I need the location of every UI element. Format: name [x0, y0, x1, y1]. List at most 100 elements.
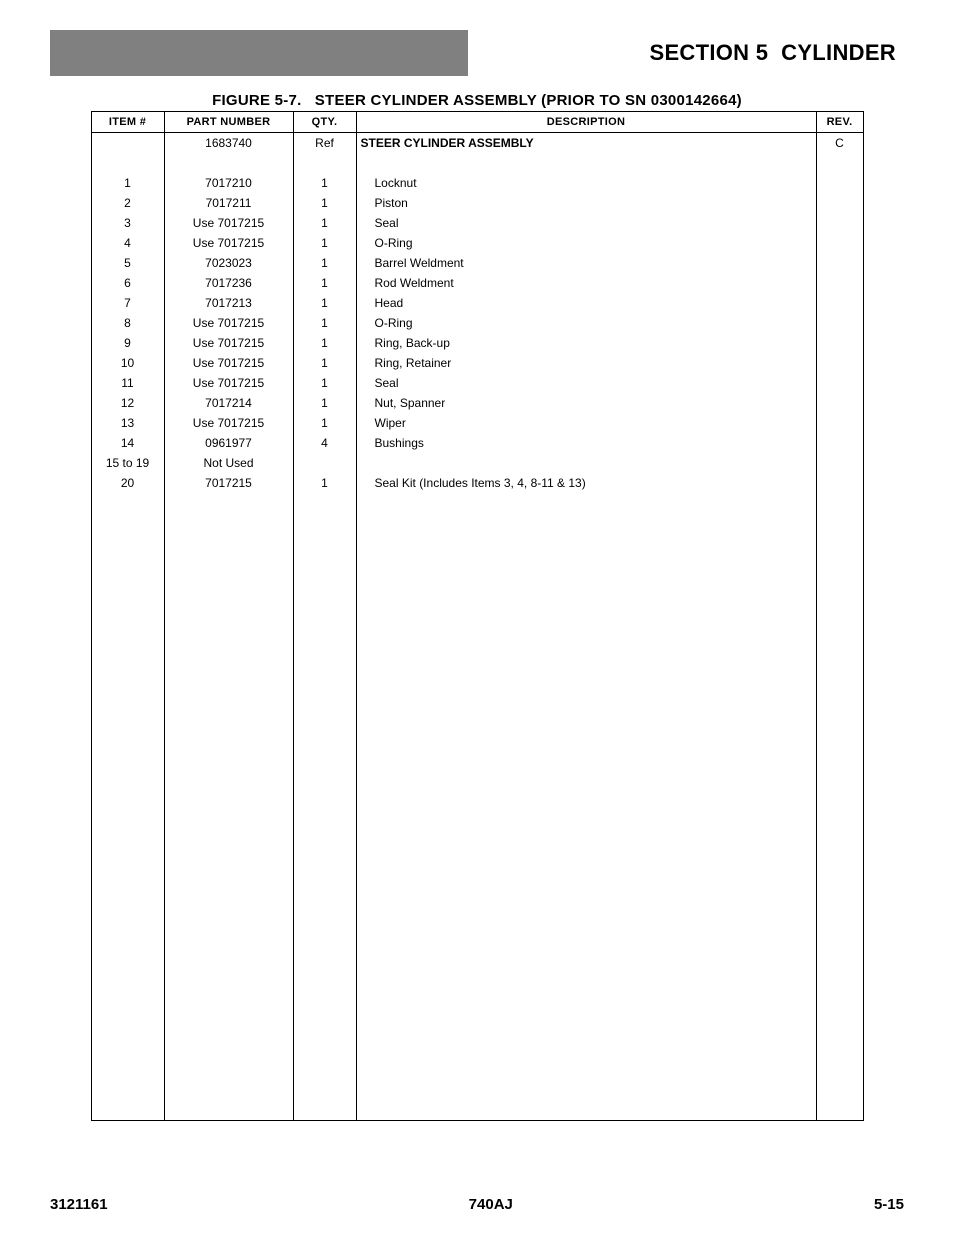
cell-rev — [816, 353, 863, 373]
cell-rev — [816, 413, 863, 433]
table-row: 2070172151Seal Kit (Includes Items 3, 4,… — [91, 473, 863, 493]
cell-desc: Bushings — [356, 433, 816, 453]
cell-part: Use 7017215 — [164, 313, 293, 333]
cell-qty: 1 — [293, 273, 356, 293]
page-footer: 3121161 740AJ 5-15 — [50, 1196, 904, 1213]
cell-item: 1 — [91, 173, 164, 193]
cell-rev — [816, 313, 863, 333]
table-head: ITEM # PART NUMBER QTY. DESCRIPTION REV. — [91, 112, 863, 133]
cell-qty: 1 — [293, 473, 356, 493]
cell-desc — [356, 453, 816, 473]
col-header-desc: DESCRIPTION — [356, 112, 816, 133]
cell-rev — [816, 253, 863, 273]
cell-item: 12 — [91, 393, 164, 413]
cell-rev — [816, 393, 863, 413]
cell-part: Use 7017215 — [164, 213, 293, 233]
table-row: 770172131Head — [91, 293, 863, 313]
cell-rev — [816, 373, 863, 393]
table-row: 270172111Piston — [91, 193, 863, 213]
table-row: 4Use 70172151O-Ring — [91, 233, 863, 253]
cell-part: 1683740 — [164, 133, 293, 153]
cell-qty — [293, 453, 356, 473]
section-title-text: CYLINDER — [781, 40, 896, 66]
cell-part: Use 7017215 — [164, 413, 293, 433]
table-row: 1270172141Nut, Spanner — [91, 393, 863, 413]
cell-rev — [816, 213, 863, 233]
cell-qty: 1 — [293, 373, 356, 393]
cell-part: Use 7017215 — [164, 233, 293, 253]
table-row-spacer — [91, 153, 863, 173]
cell-part: Not Used — [164, 453, 293, 473]
cell-part: 0961977 — [164, 433, 293, 453]
col-header-rev: REV. — [816, 112, 863, 133]
cell-item: 5 — [91, 253, 164, 273]
cell-item: 3 — [91, 213, 164, 233]
cell-qty: 1 — [293, 313, 356, 333]
cell-item: 9 — [91, 333, 164, 353]
cell-desc: O-Ring — [356, 313, 816, 333]
cell-qty: 1 — [293, 233, 356, 253]
table-row: 570230231Barrel Weldment — [91, 253, 863, 273]
parts-table: ITEM # PART NUMBER QTY. DESCRIPTION REV.… — [91, 111, 864, 1121]
cell-rev — [816, 293, 863, 313]
cell-qty: 1 — [293, 353, 356, 373]
cell-item: 10 — [91, 353, 164, 373]
cell-desc: STEER CYLINDER ASSEMBLY — [356, 133, 816, 153]
cell-item: 4 — [91, 233, 164, 253]
cell-rev — [816, 473, 863, 493]
cell-qty: 4 — [293, 433, 356, 453]
cell-rev — [816, 193, 863, 213]
col-header-part: PART NUMBER — [164, 112, 293, 133]
cell-rev — [816, 333, 863, 353]
cell-qty: 1 — [293, 253, 356, 273]
table-row: 670172361Rod Weldment — [91, 273, 863, 293]
cell-part: 7017215 — [164, 473, 293, 493]
cell-item: 7 — [91, 293, 164, 313]
cell-rev — [816, 433, 863, 453]
cell-desc: Piston — [356, 193, 816, 213]
cell-desc: Head — [356, 293, 816, 313]
cell-qty: Ref — [293, 133, 356, 153]
table-row: 9Use 70172151Ring, Back-up — [91, 333, 863, 353]
cell-item: 20 — [91, 473, 164, 493]
cell-desc: Seal Kit (Includes Items 3, 4, 8-11 & 13… — [356, 473, 816, 493]
cell-desc: Rod Weldment — [356, 273, 816, 293]
figure-title: STEER CYLINDER ASSEMBLY (PRIOR TO SN 030… — [315, 92, 742, 109]
cell-qty: 1 — [293, 333, 356, 353]
cell-rev: C — [816, 133, 863, 153]
cell-part: 7017213 — [164, 293, 293, 313]
cell-part: 7017214 — [164, 393, 293, 413]
section-label: SECTION 5 — [649, 40, 768, 66]
cell-item: 13 — [91, 413, 164, 433]
cell-desc: Ring, Retainer — [356, 353, 816, 373]
cell-part: Use 7017215 — [164, 373, 293, 393]
table-header-row: 1683740 Ref STEER CYLINDER ASSEMBLY C — [91, 133, 863, 153]
section-title: SECTION 5 CYLINDER — [468, 30, 904, 76]
cell-part: 7017236 — [164, 273, 293, 293]
figure-prefix: FIGURE 5-7. — [212, 92, 301, 109]
cell-desc: Ring, Back-up — [356, 333, 816, 353]
section-header: SECTION 5 CYLINDER — [50, 30, 904, 76]
cell-desc: Barrel Weldment — [356, 253, 816, 273]
cell-qty: 1 — [293, 173, 356, 193]
cell-rev — [816, 453, 863, 473]
cell-rev — [816, 233, 863, 253]
cell-item: 15 to 19 — [91, 453, 164, 473]
table-row: 13Use 70172151Wiper — [91, 413, 863, 433]
cell-part: 7023023 — [164, 253, 293, 273]
cell-desc: Seal — [356, 373, 816, 393]
table-body: 1683740 Ref STEER CYLINDER ASSEMBLY C 17… — [91, 133, 863, 1121]
table-row: 3Use 70172151Seal — [91, 213, 863, 233]
col-header-qty: QTY. — [293, 112, 356, 133]
table-filler — [91, 493, 863, 1121]
cell-desc: Seal — [356, 213, 816, 233]
cell-item: 2 — [91, 193, 164, 213]
page: SECTION 5 CYLINDER FIGURE 5-7. STEER CYL… — [0, 0, 954, 1141]
cell-part: Use 7017215 — [164, 353, 293, 373]
cell-item: 11 — [91, 373, 164, 393]
cell-qty: 1 — [293, 213, 356, 233]
cell-part: 7017210 — [164, 173, 293, 193]
footer-left: 3121161 — [50, 1196, 108, 1213]
table-row: 1409619774Bushings — [91, 433, 863, 453]
cell-desc: Nut, Spanner — [356, 393, 816, 413]
